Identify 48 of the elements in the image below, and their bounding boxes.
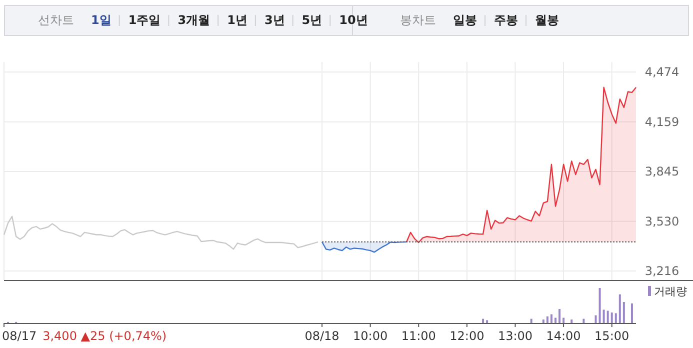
text: 선차트 [38,13,74,27]
text: 월봉 [535,13,559,27]
text: 10년 [339,13,368,27]
x-tick-label: 11:00 [401,329,436,343]
y-tick-label: 4,474 [644,65,680,79]
bar [606,310,609,323]
bar [486,320,488,323]
x-tick-label: 10:00 [353,329,388,343]
bar [602,310,605,323]
bar [530,318,532,323]
text: 3,400 ▲25 (+0,74%) [42,329,167,343]
bar [482,318,484,323]
bar [554,318,556,323]
legend-label: 거래량 [654,285,687,298]
bar [542,320,544,323]
bar [598,288,601,323]
y-tick-label: 3,845 [644,164,680,178]
y-tick-label: 3,530 [644,214,680,228]
text: 1일 [91,13,112,27]
bar [614,313,617,323]
x-tick-label: 15:00 [594,329,630,343]
bar [562,318,565,323]
x-tick-label: 12:00 [450,329,484,343]
bar [582,318,585,323]
x-tick-label: 08/18 [304,329,340,343]
bar [630,303,633,323]
text: 1주일 [128,13,161,27]
y-tick-label: 3,216 [644,264,680,278]
text: 봉차트 [400,13,436,27]
bar [558,309,561,323]
text: 주봉 [494,13,518,27]
x-tick-label: 08/17 [2,329,37,343]
line-series [3,216,319,250]
bar [546,316,548,323]
bar [618,294,621,323]
bar [550,314,552,323]
text: 5년 [302,13,322,27]
text: 3개월 [178,13,210,27]
text: 3년 [264,13,285,27]
bar [570,320,573,323]
text: 일봉 [453,13,477,27]
bar [622,302,625,323]
x-tick-label: 14:00 [546,329,581,343]
y-tick-label: 4,159 [644,114,680,129]
text: 1년 [227,13,248,27]
bar [594,315,597,323]
x-tick-label: 13:00 [498,329,533,343]
bar [610,312,613,323]
